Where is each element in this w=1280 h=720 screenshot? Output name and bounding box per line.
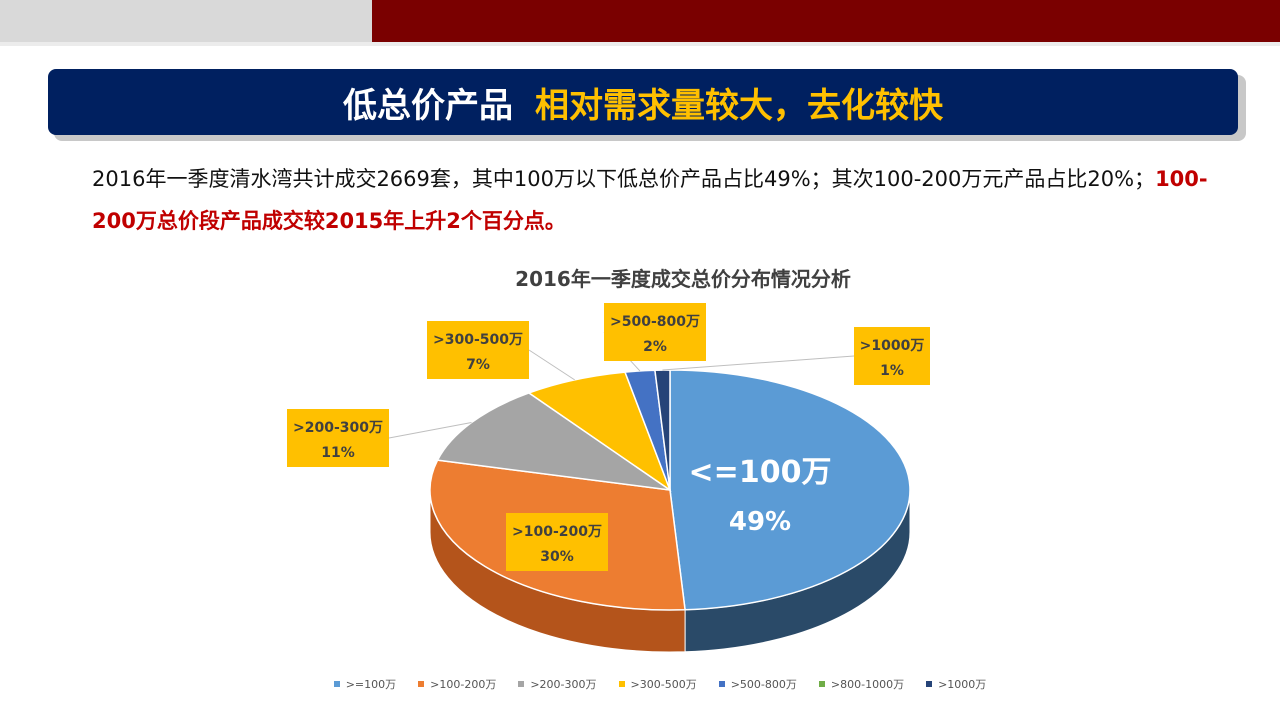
data-label-pct-3: 7% (466, 357, 490, 373)
legend-label-3: >300-500万 (630, 678, 697, 691)
legend-item-3: >300-500万 (618, 676, 697, 692)
data-labels: <=100万 49% >100-200万 30% >200-300万 11% >300-50… (287, 303, 930, 571)
title-main: 低总价产品 (343, 85, 513, 126)
legend-swatch-0 (333, 681, 340, 687)
top-decor-gray (0, 0, 372, 42)
legend-swatch-4 (718, 681, 725, 687)
title-highlight: 相对需求量较大，去化较快 (535, 85, 943, 126)
legend-item-6: >1000万 (926, 676, 986, 692)
title-bar: 低总价产品 相对需求量较大，去化较快 (48, 69, 1238, 135)
data-label-pct-0: 49% (729, 507, 791, 537)
legend-item-0: >=100万 (333, 676, 397, 692)
data-label-pct-4: 2% (643, 339, 667, 355)
legend-label-2: >200-300万 (530, 678, 597, 691)
legend-label-0: >=100万 (345, 678, 397, 691)
description-text: 2016年一季度清水湾共计成交2669套，其中100万以下低总价产品占比49%；… (92, 167, 1156, 191)
chart-title: 2016年一季度成交总价分布情况分析 (515, 267, 851, 291)
data-label-box-2 (287, 409, 389, 467)
legend-label-1: >100-200万 (430, 678, 497, 691)
legend-label-4: >500-800万 (730, 678, 797, 691)
legend-label-6: >1000万 (938, 678, 987, 691)
top-decor-red (372, 0, 1280, 42)
data-label-name-1: >100-200万 (512, 524, 602, 540)
top-decor-line (0, 42, 1280, 46)
leader-line-6 (662, 355, 855, 371)
pie-slice-0 (669, 369, 911, 611)
legend-item-2: >200-300万 (518, 676, 597, 692)
data-label-pct-2: 11% (321, 445, 355, 461)
leader-line-3 (528, 349, 575, 381)
data-label-box-1 (506, 513, 608, 571)
data-label-name-0: <=100万 (689, 455, 832, 490)
legend-item-5: >800-1000万 (818, 676, 905, 692)
legend-item-1: >100-200万 (418, 676, 496, 692)
chart-legend: >=100万 >100-200万 >200-300万 >300-500万 >500-80… (0, 676, 1280, 692)
legend-label-5: >800-1000万 (830, 678, 905, 691)
data-label-name-4: >500-800万 (610, 314, 700, 330)
legend-swatch-2 (518, 681, 525, 687)
description-highlight: 100-200万总价段产品成交较2015年上升2个百分点。 (92, 167, 1208, 233)
legend-item-4: >500-800万 (718, 676, 797, 692)
pie-tops (429, 369, 911, 611)
data-label-pct-6: 1% (880, 363, 904, 379)
legend-swatch-3 (618, 681, 625, 687)
legend-swatch-6 (926, 681, 933, 687)
legend-swatch-5 (818, 681, 825, 687)
data-label-pct-1: 30% (540, 549, 574, 565)
data-label-box-4 (604, 303, 706, 361)
description: 2016年一季度清水湾共计成交2669套，其中100万以下低总价产品占比49%；… (92, 158, 1222, 242)
leader-line-2 (388, 422, 472, 439)
data-label-box-6 (854, 327, 930, 385)
data-label-name-2: >200-300万 (293, 420, 383, 436)
data-label-box-3 (427, 321, 529, 379)
data-label-name-6: >1000万 (860, 338, 925, 354)
data-label-name-3: >300-500万 (433, 332, 523, 348)
pie-slice-2 (436, 392, 671, 491)
legend-swatch-1 (418, 681, 425, 687)
pie-slice-3 (527, 371, 672, 492)
